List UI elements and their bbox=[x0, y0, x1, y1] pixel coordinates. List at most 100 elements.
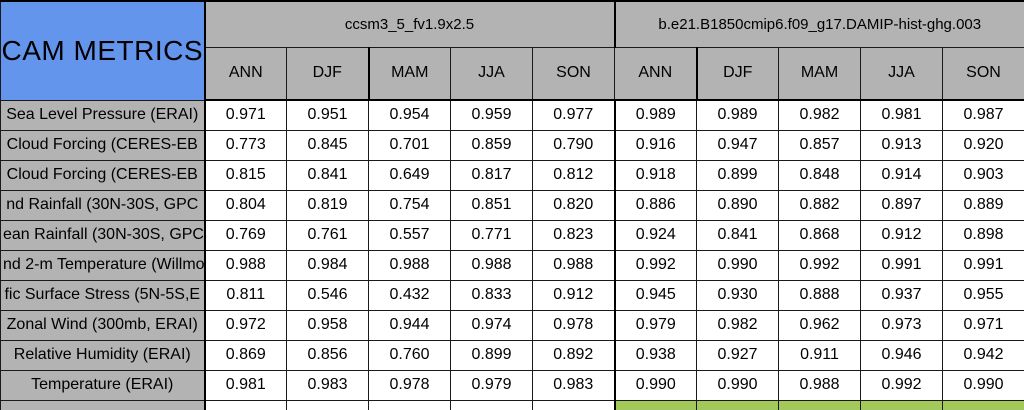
model-name-right: b.e21.B1850cmip6.f09_g17.DAMIP-hist-ghg.… bbox=[613, 0, 1024, 48]
value-cell: 0.945 bbox=[613, 279, 697, 311]
value-cell: 0.889 bbox=[942, 189, 1024, 221]
value-cell: 0.899 bbox=[696, 159, 779, 191]
table-row-partial bbox=[0, 399, 1024, 410]
value-cell: 0.979 bbox=[450, 369, 533, 401]
row-label: Zonal Wind (300mb, ERAI) bbox=[0, 309, 206, 341]
value-cell: 0.701 bbox=[368, 129, 451, 161]
value-cell: 0.773 bbox=[204, 129, 287, 161]
table-row: Sea Level Pressure (ERAI) 0.971 0.951 0.… bbox=[0, 99, 1024, 131]
value-cell: 0.432 bbox=[368, 279, 451, 311]
value-cell: 0.841 bbox=[286, 159, 369, 191]
table-body: Sea Level Pressure (ERAI) 0.971 0.951 0.… bbox=[0, 99, 1024, 410]
value-cell: 0.988 bbox=[368, 249, 451, 281]
value-cell: 0.841 bbox=[696, 219, 779, 251]
row-label: Cloud Forcing (CERES-EB bbox=[0, 129, 206, 161]
value-cell: 0.971 bbox=[204, 99, 287, 131]
table-title: CAM METRICS bbox=[0, 0, 206, 101]
value-cell: 0.990 bbox=[942, 369, 1024, 401]
value-cell: 0.972 bbox=[204, 309, 287, 341]
value-cell: 0.977 bbox=[532, 99, 615, 131]
value-cell: 0.942 bbox=[942, 339, 1024, 371]
value-cell: 0.557 bbox=[368, 219, 451, 251]
value-cell: 0.914 bbox=[860, 159, 943, 191]
value-cell: 0.769 bbox=[204, 219, 287, 251]
value-cell: 0.988 bbox=[204, 249, 287, 281]
value-cell bbox=[450, 399, 533, 410]
value-cell: 0.913 bbox=[860, 129, 943, 161]
row-label: Sea Level Pressure (ERAI) bbox=[0, 99, 206, 131]
value-cell: 0.811 bbox=[204, 279, 287, 311]
value-cell: 0.912 bbox=[860, 219, 943, 251]
value-cell: 0.869 bbox=[204, 339, 287, 371]
value-cell: 0.951 bbox=[286, 99, 369, 131]
value-cell: 0.754 bbox=[368, 189, 451, 221]
table-row: nd Rainfall (30N-30S, GPC 0.804 0.819 0.… bbox=[0, 189, 1024, 221]
value-cell: 0.988 bbox=[450, 249, 533, 281]
value-cell: 0.992 bbox=[860, 369, 943, 401]
value-cell: 0.804 bbox=[204, 189, 287, 221]
table-row: fic Surface Stress (5N-5S,E 0.811 0.546 … bbox=[0, 279, 1024, 311]
value-cell: 0.761 bbox=[286, 219, 369, 251]
value-cell: 0.990 bbox=[696, 249, 779, 281]
value-cell: 0.982 bbox=[778, 99, 861, 131]
season-header: SON bbox=[532, 46, 615, 101]
row-label: Cloud Forcing (CERES-EB bbox=[0, 159, 206, 191]
value-cell: 0.989 bbox=[696, 99, 779, 131]
value-cell: 0.990 bbox=[613, 369, 697, 401]
value-cell: 0.868 bbox=[778, 219, 861, 251]
value-cell: 0.983 bbox=[286, 369, 369, 401]
value-cell: 0.920 bbox=[942, 129, 1024, 161]
season-header: DJF bbox=[696, 46, 779, 101]
value-cell: 0.911 bbox=[778, 339, 861, 371]
value-cell: 0.817 bbox=[450, 159, 533, 191]
value-cell: 0.886 bbox=[613, 189, 697, 221]
value-cell: 0.982 bbox=[696, 309, 779, 341]
value-cell: 0.649 bbox=[368, 159, 451, 191]
value-cell: 0.819 bbox=[286, 189, 369, 221]
value-cell: 0.944 bbox=[368, 309, 451, 341]
value-cell: 0.856 bbox=[286, 339, 369, 371]
season-header: JJA bbox=[450, 46, 533, 101]
value-cell: 0.955 bbox=[942, 279, 1024, 311]
value-cell: 0.815 bbox=[204, 159, 287, 191]
value-cell: 0.946 bbox=[860, 339, 943, 371]
table-header: CAM METRICS ccsm3_5_fv1.9x2.5 b.e21.B185… bbox=[0, 0, 1024, 101]
season-header: MAM bbox=[778, 46, 861, 101]
value-cell: 0.938 bbox=[613, 339, 697, 371]
value-cell: 0.823 bbox=[532, 219, 615, 251]
value-cell: 0.771 bbox=[450, 219, 533, 251]
value-cell: 0.930 bbox=[696, 279, 779, 311]
season-header: JJA bbox=[860, 46, 943, 101]
value-cell: 0.890 bbox=[696, 189, 779, 221]
value-cell bbox=[286, 399, 369, 410]
value-cell: 0.546 bbox=[286, 279, 369, 311]
value-cell bbox=[532, 399, 615, 410]
value-cell: 0.899 bbox=[450, 339, 533, 371]
value-cell: 0.820 bbox=[532, 189, 615, 221]
header-season-row: ANN DJF MAM JJA SON ANN DJF MAM JJA SON bbox=[1, 46, 1024, 101]
value-cell: 0.974 bbox=[450, 309, 533, 341]
row-label bbox=[0, 399, 206, 410]
value-cell: 0.990 bbox=[696, 369, 779, 401]
value-cell: 0.958 bbox=[286, 309, 369, 341]
value-cell: 0.992 bbox=[778, 249, 861, 281]
value-cell: 0.988 bbox=[778, 369, 861, 401]
value-cell: 0.892 bbox=[532, 339, 615, 371]
row-label: fic Surface Stress (5N-5S,E bbox=[0, 279, 206, 311]
value-cell: 0.978 bbox=[532, 309, 615, 341]
value-cell bbox=[613, 399, 697, 410]
value-cell bbox=[942, 399, 1024, 410]
value-cell bbox=[368, 399, 451, 410]
table-row: Relative Humidity (ERAI) 0.869 0.856 0.7… bbox=[0, 339, 1024, 371]
value-cell: 0.991 bbox=[860, 249, 943, 281]
value-cell: 0.897 bbox=[860, 189, 943, 221]
value-cell: 0.903 bbox=[942, 159, 1024, 191]
value-cell: 0.898 bbox=[942, 219, 1024, 251]
value-cell bbox=[778, 399, 861, 410]
value-cell: 0.987 bbox=[942, 99, 1024, 131]
row-label: ean Rainfall (30N-30S, GPC bbox=[0, 219, 206, 251]
value-cell: 0.937 bbox=[860, 279, 943, 311]
value-cell bbox=[696, 399, 779, 410]
row-label: nd 2-m Temperature (Willmo bbox=[0, 249, 206, 281]
